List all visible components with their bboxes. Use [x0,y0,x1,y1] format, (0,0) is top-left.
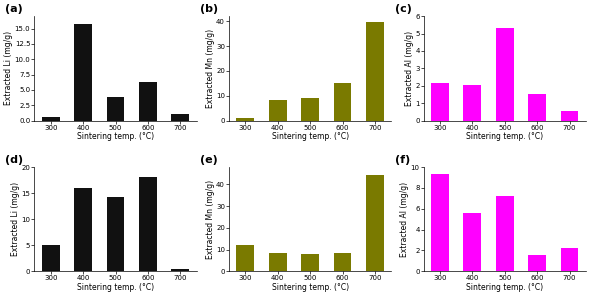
Bar [171,269,189,271]
Text: (d): (d) [5,155,24,165]
X-axis label: Sintering temp. (°C): Sintering temp. (°C) [271,283,349,292]
X-axis label: Sintering temp. (°C): Sintering temp. (°C) [466,283,543,292]
Text: (c): (c) [395,4,411,14]
Bar [74,24,92,120]
Y-axis label: Extracted Li (mg/g): Extracted Li (mg/g) [4,31,13,105]
X-axis label: Sintering temp. (°C): Sintering temp. (°C) [77,132,154,141]
Bar [269,100,287,120]
Bar [496,28,514,120]
Bar [42,118,60,120]
Bar [237,245,254,271]
Bar [139,82,157,120]
Text: (f): (f) [395,155,410,165]
Bar [237,118,254,120]
Y-axis label: Extracted Al (mg/g): Extracted Al (mg/g) [400,181,409,257]
Text: (b): (b) [200,4,218,14]
Text: (e): (e) [200,155,218,165]
Bar [333,253,352,271]
Bar [139,177,157,271]
Bar [366,175,384,271]
Y-axis label: Extracted Mn (mg/g): Extracted Mn (mg/g) [205,29,215,108]
Bar [464,213,481,271]
Y-axis label: Extracted Mn (mg/g): Extracted Mn (mg/g) [205,180,215,259]
Bar [42,245,60,271]
Bar [269,253,287,271]
Bar [431,174,449,271]
X-axis label: Sintering temp. (°C): Sintering temp. (°C) [77,283,154,292]
Bar [560,111,578,120]
Bar [107,97,124,120]
Bar [301,98,319,120]
Bar [171,114,189,120]
Bar [366,22,384,120]
Bar [464,85,481,120]
Bar [528,94,546,120]
Bar [560,248,578,271]
Y-axis label: Extracted Al (mg/g): Extracted Al (mg/g) [405,31,414,106]
Bar [74,188,92,271]
Text: (a): (a) [5,4,23,14]
X-axis label: Sintering temp. (°C): Sintering temp. (°C) [271,132,349,141]
Y-axis label: Extracted Li (mg/g): Extracted Li (mg/g) [11,182,20,256]
Bar [301,254,319,271]
Bar [431,83,449,120]
Bar [496,196,514,271]
Bar [107,197,124,271]
Bar [528,255,546,271]
Bar [333,83,352,120]
X-axis label: Sintering temp. (°C): Sintering temp. (°C) [466,132,543,141]
